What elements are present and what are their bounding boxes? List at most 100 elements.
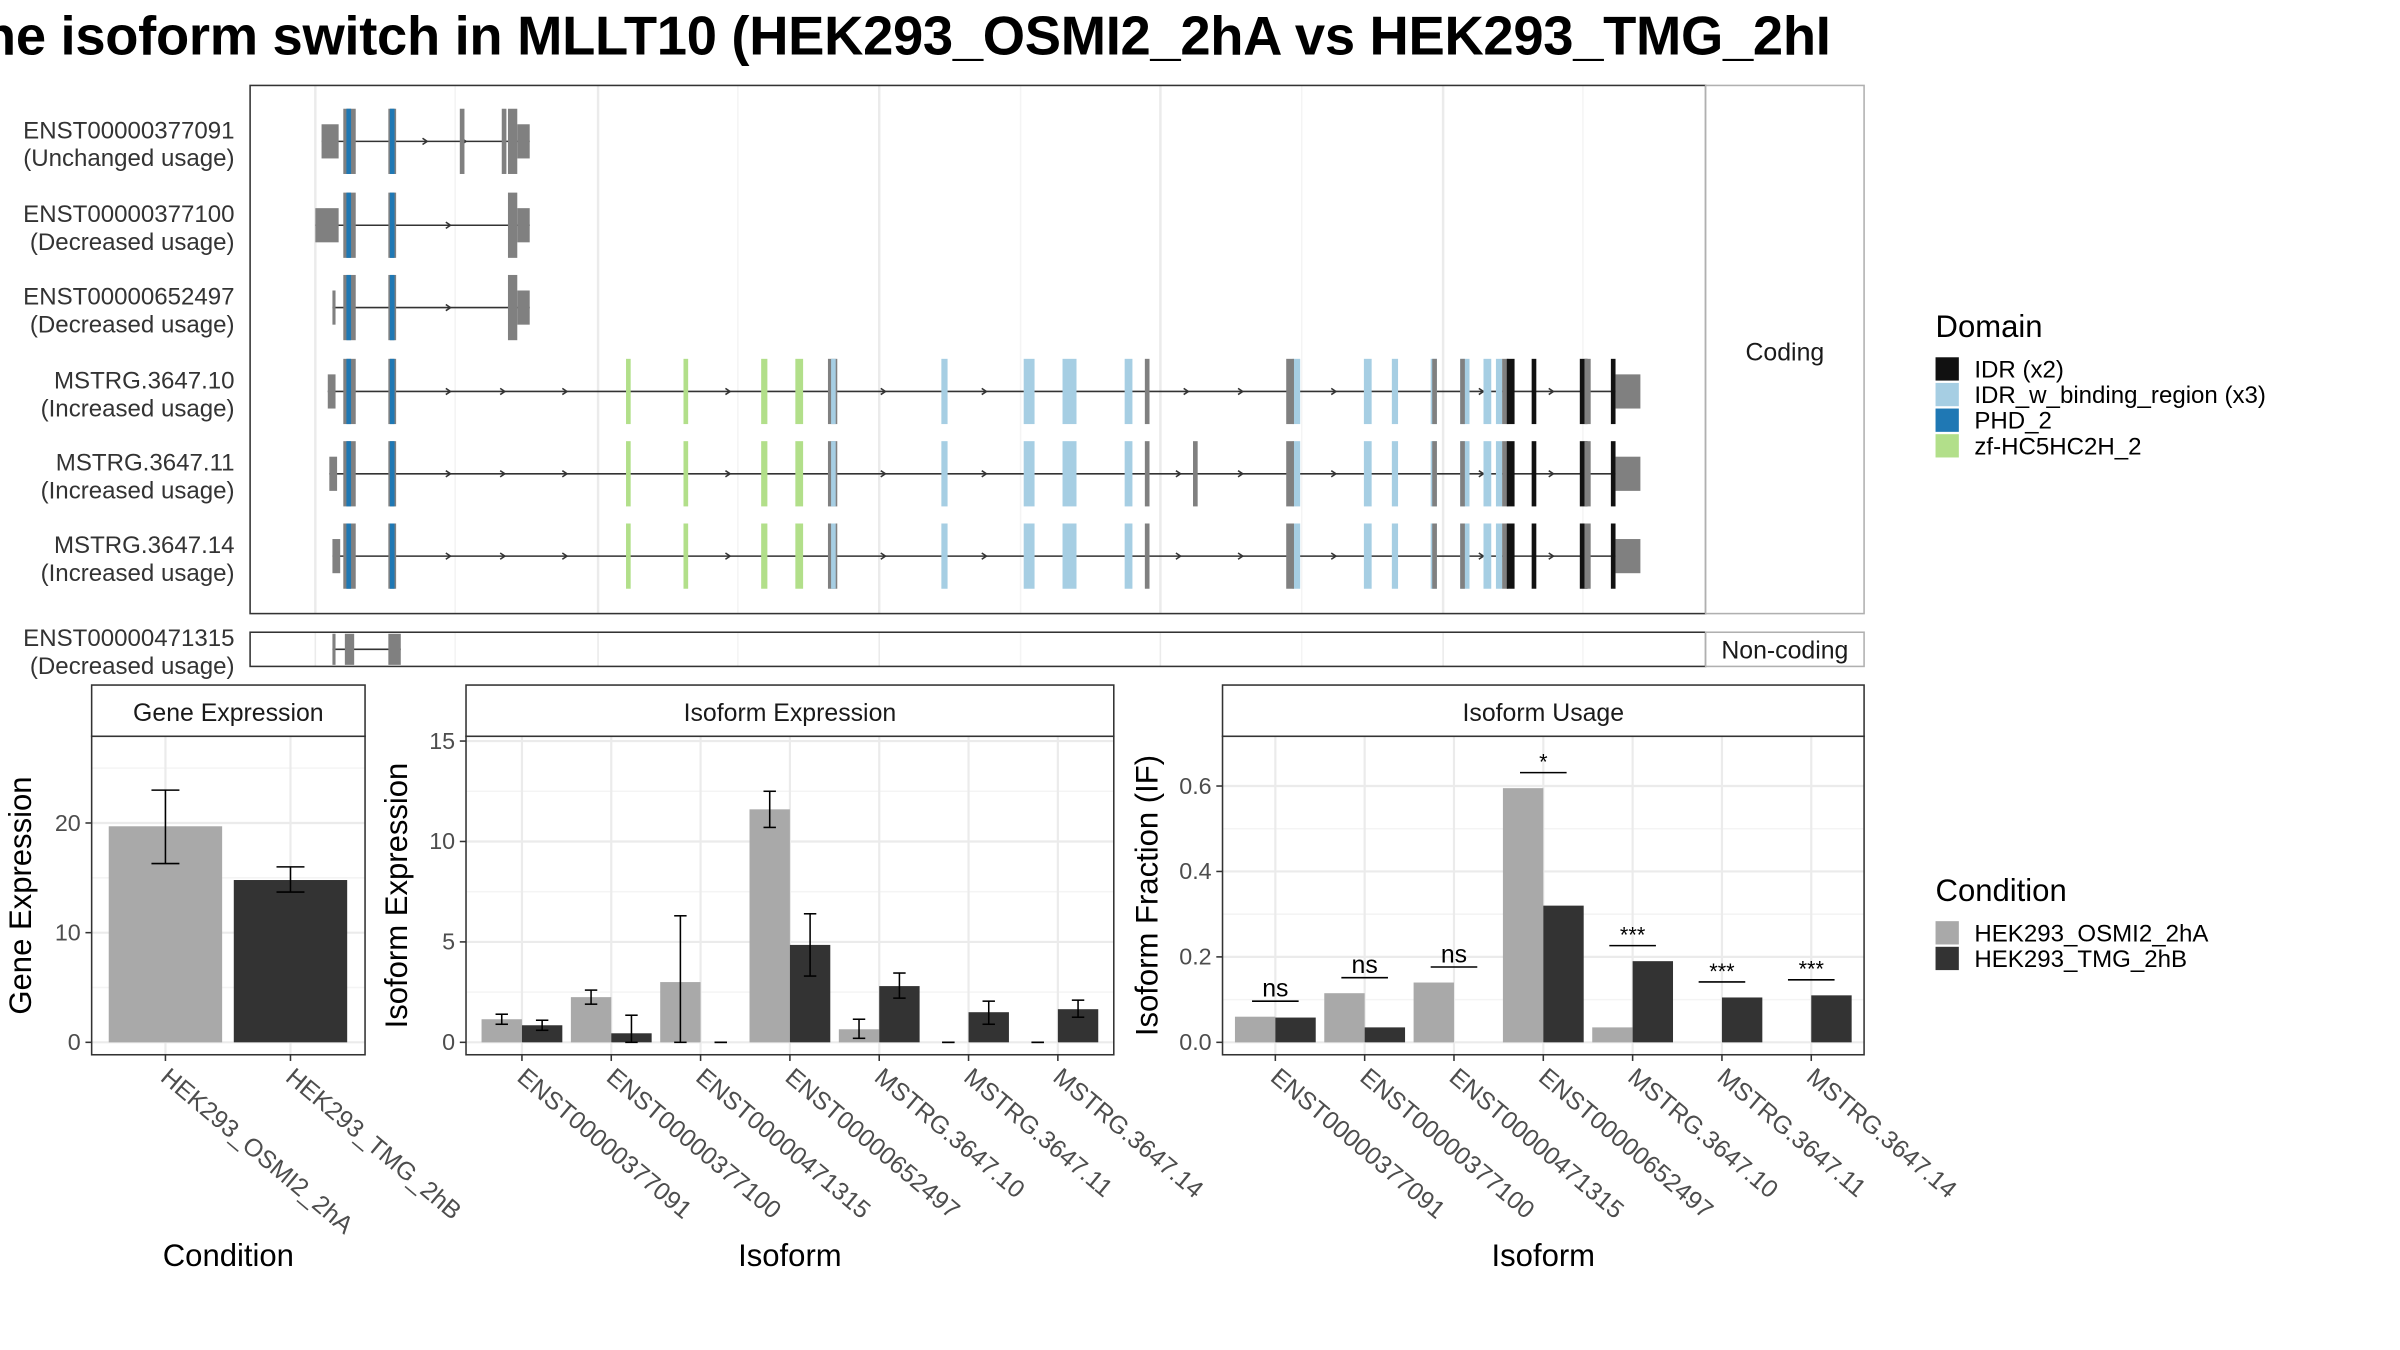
x-tick-label: MSTRG.3647.10 xyxy=(1623,1064,1783,1205)
idr-binding-domain xyxy=(1124,441,1133,507)
bar-condition-a xyxy=(1413,982,1454,1043)
intron-direction-arrow xyxy=(561,552,569,560)
utr-exon xyxy=(1615,374,1641,409)
coding-exon xyxy=(1502,523,1509,589)
x-tick-label: MSTRG.3647.10 xyxy=(869,1064,1029,1205)
transcript-id-label: ENST00000377100 xyxy=(23,201,234,228)
phd2-domain xyxy=(389,274,395,341)
coding-exon xyxy=(507,192,518,258)
intron-direction-arrow xyxy=(1237,552,1245,560)
idr-binding-domain xyxy=(831,441,836,507)
idr-binding-domain xyxy=(1062,523,1077,589)
bar-condition-b xyxy=(1364,1027,1406,1043)
coding-exon xyxy=(501,108,507,174)
utr-exon xyxy=(1615,456,1641,491)
intron-direction-arrow xyxy=(1548,552,1555,560)
utr-exon xyxy=(517,208,530,243)
idr-binding-domain xyxy=(1495,523,1503,589)
y-tick-label: 5 xyxy=(442,929,455,955)
phd2-domain xyxy=(389,441,395,507)
y-axis-title: Isoform Expression xyxy=(379,763,414,1029)
intron-direction-arrow xyxy=(725,470,732,478)
coding-exon xyxy=(507,108,518,174)
phd2-domain xyxy=(389,108,395,174)
coding-exon xyxy=(1286,523,1294,589)
x-tick-label: ENST00000377091 xyxy=(512,1064,697,1225)
x-tick-label: MSTRG.3647.11 xyxy=(1712,1064,1871,1203)
idr-binding-domain xyxy=(1483,441,1492,507)
intron-direction-arrow xyxy=(880,552,887,560)
coding-exon xyxy=(1584,358,1591,425)
idr-binding-domain xyxy=(1023,441,1035,507)
idr-binding-domain xyxy=(1292,523,1301,589)
y-tick-label: 0.6 xyxy=(1179,773,1211,799)
intron-direction-arrow xyxy=(981,387,988,396)
phd2-domain xyxy=(346,274,352,341)
chart-title-strip xyxy=(90,684,366,738)
coding-exon xyxy=(1193,441,1198,507)
y-tick-label: 10 xyxy=(429,828,455,854)
idr-binding-domain xyxy=(1495,441,1503,507)
idr-domain xyxy=(1579,441,1588,507)
noncoding-exon xyxy=(332,633,336,665)
coding-exon xyxy=(1144,523,1150,589)
idr-binding-domain xyxy=(1363,523,1372,589)
chart-title: Isoform Usage xyxy=(1463,700,1625,727)
condition-legend-swatch xyxy=(1935,946,1959,971)
idr-binding-domain xyxy=(831,358,836,425)
idr-domain xyxy=(1579,523,1588,589)
x-axis-title: Condition xyxy=(163,1238,294,1273)
intron-direction-arrow xyxy=(445,470,452,478)
idr-binding-domain xyxy=(941,523,948,589)
intron-direction-arrow xyxy=(445,303,452,312)
domain-legend-label: zf-HC5HC2H_2 xyxy=(1974,433,2141,460)
transcript-id-label: MSTRG.3647.14 xyxy=(54,532,235,559)
intron-direction-arrow xyxy=(725,387,732,396)
idr-binding-domain xyxy=(941,441,948,507)
condition-legend-title: Condition xyxy=(1936,873,2067,908)
y-axis-title: Gene Expression xyxy=(3,776,38,1014)
idr-binding-domain xyxy=(1062,358,1077,425)
bar-condition-b xyxy=(1721,997,1763,1043)
utr-exon xyxy=(332,539,341,574)
idr-binding-domain xyxy=(831,523,836,589)
transcript-usage-label: (Increased usage) xyxy=(41,395,235,422)
domain-legend-label: IDR_w_binding_region (x3) xyxy=(1974,382,2266,409)
coding-exon xyxy=(1286,441,1294,507)
significance-label: ns xyxy=(1262,976,1288,1003)
coding-exon xyxy=(1144,441,1150,507)
domain-legend-swatch xyxy=(1935,357,1959,381)
intron-direction-arrow xyxy=(1330,552,1338,560)
bar-condition-a xyxy=(749,809,790,1043)
phd2-domain xyxy=(389,523,395,589)
condition-legend-swatch xyxy=(1935,921,1959,945)
intron-direction-arrow xyxy=(1237,470,1245,478)
chart-title: Gene Expression xyxy=(133,700,324,727)
y-tick-label: 10 xyxy=(55,919,81,945)
noncoding-strip xyxy=(1704,631,1865,668)
idr-binding-domain xyxy=(1124,523,1133,589)
intron-direction-arrow xyxy=(880,387,887,396)
utr-exon xyxy=(321,124,339,159)
intron-direction-arrow xyxy=(499,552,507,560)
transcript-id-label: MSTRG.3647.11 xyxy=(56,450,235,477)
domain-legend-label: IDR (x2) xyxy=(1974,356,2064,383)
transcript-usage-label: (Increased usage) xyxy=(41,478,235,505)
x-axis-title: Isoform xyxy=(738,1238,842,1273)
intron-direction-arrow xyxy=(1237,387,1245,396)
domain-legend-swatch xyxy=(1935,408,1959,432)
idr-binding-domain xyxy=(1391,358,1399,425)
transcript-id-label: ENST00000377091 xyxy=(23,117,234,144)
coding-exon xyxy=(1432,441,1437,507)
intron-direction-arrow xyxy=(445,387,452,396)
idr-domain xyxy=(1579,358,1588,425)
bar-condition-b xyxy=(1811,995,1852,1043)
y-tick-label: 0.0 xyxy=(1179,1029,1211,1055)
condition-legend-label: HEK293_TMG_2hB xyxy=(1974,946,2187,973)
utr-exon xyxy=(517,290,530,325)
idr-binding-domain xyxy=(1363,441,1372,507)
phd2-domain xyxy=(346,108,352,174)
y-axis-title: Isoform Fraction (IF) xyxy=(1129,755,1164,1036)
idr-binding-domain xyxy=(1483,523,1492,589)
intron-direction-arrow xyxy=(1175,552,1182,560)
